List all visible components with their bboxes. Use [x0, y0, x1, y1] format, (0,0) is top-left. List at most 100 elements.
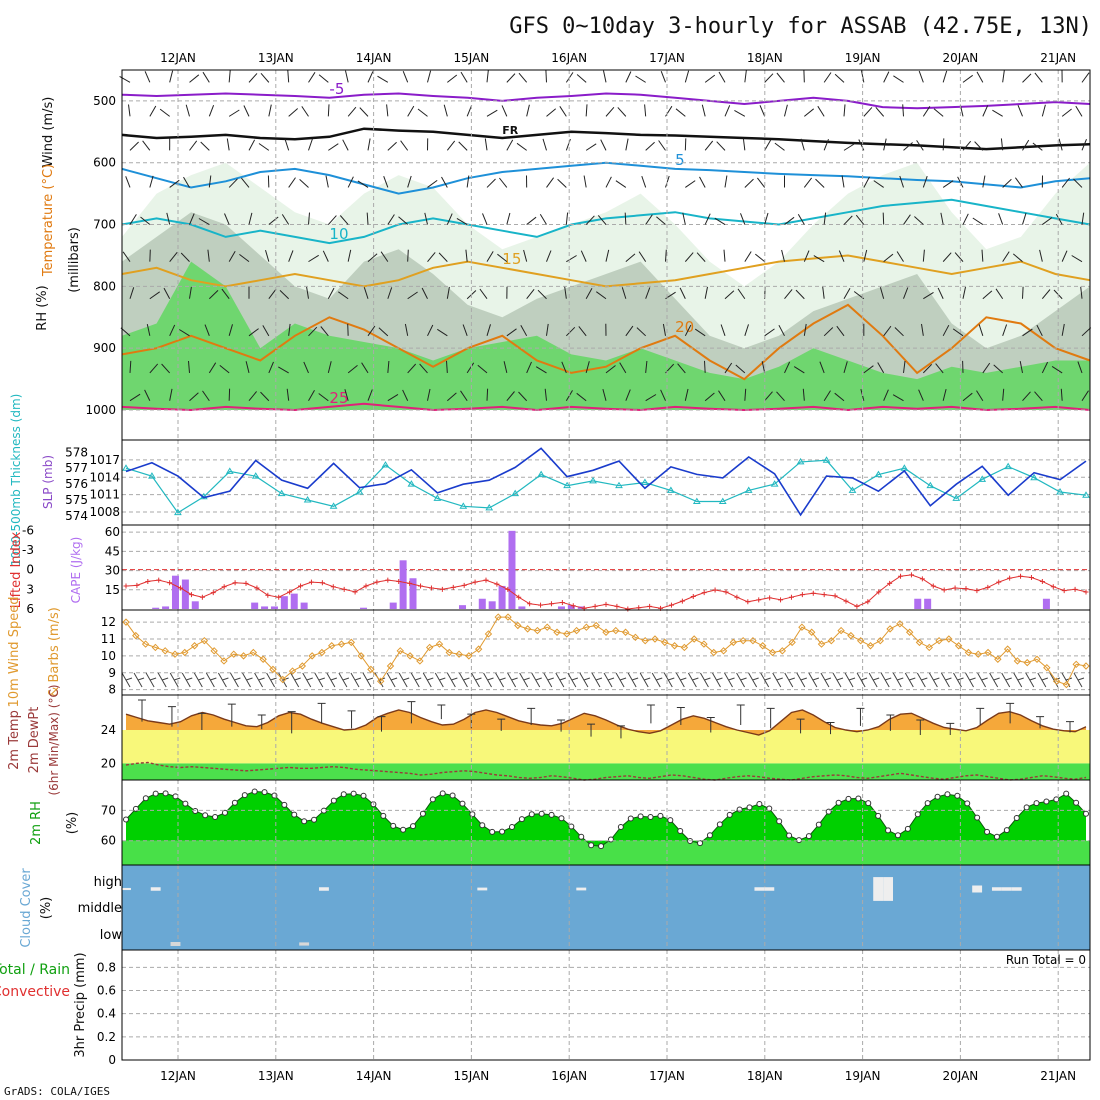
wind-barb	[1022, 328, 1033, 337]
cape-bar	[171, 575, 179, 609]
cape-bar	[914, 598, 922, 609]
wind-barb	[506, 73, 516, 83]
wind-barb	[129, 287, 135, 299]
wind-speed-point	[239, 652, 248, 660]
wind-barb	[962, 74, 973, 83]
rh-point	[162, 790, 169, 797]
wind-barb	[918, 389, 924, 401]
cape-bar	[290, 593, 298, 609]
rh-point	[795, 837, 802, 844]
wind-speed-point	[572, 626, 581, 635]
wind-barb	[1061, 177, 1070, 188]
wind-barb	[185, 104, 190, 117]
dewpoint-line	[125, 761, 1087, 781]
rh-point	[667, 817, 674, 824]
wind-barb	[516, 142, 527, 151]
wind-barb	[625, 253, 636, 263]
temperature-contour	[121, 198, 1091, 245]
wind-barb	[169, 251, 178, 262]
wind-speed-point	[837, 626, 845, 635]
y-axis-label-wind: Wind (m/s)	[41, 97, 56, 168]
cape-bar	[152, 607, 160, 609]
rh-point	[726, 811, 733, 818]
rh-point	[993, 833, 1000, 840]
thickness-point	[666, 486, 675, 493]
lifted-index-tick-label: 3	[26, 582, 34, 596]
wind-barb	[129, 141, 139, 151]
wind-barb	[559, 106, 567, 117]
wind-barb-10m	[892, 672, 904, 688]
wind-tick-label: 10	[101, 649, 116, 663]
wind-barb	[718, 390, 726, 401]
cloud-high-mark	[754, 887, 765, 891]
cape-tick-label: 30	[105, 564, 120, 578]
wind-speed-point	[896, 620, 904, 628]
lifted-index-point	[963, 586, 969, 592]
y-tick-label: 800	[93, 279, 116, 293]
wind-barb	[883, 325, 892, 337]
wind-barb	[1041, 361, 1049, 374]
wind-barb	[339, 215, 349, 225]
lifted-index-point	[603, 601, 609, 607]
wind-speed-point	[670, 642, 679, 650]
wind-barb-10m	[603, 672, 615, 688]
x-tick-label-bottom: 19JAN	[845, 1069, 881, 1083]
rh-point	[1043, 798, 1050, 805]
wind-barb	[248, 139, 256, 151]
wind-barb	[1022, 391, 1031, 402]
wind-barb	[367, 253, 378, 263]
lifted-index-point	[767, 595, 773, 601]
wind-barb	[583, 175, 587, 188]
wind-barb	[1061, 323, 1065, 336]
rh-point	[875, 812, 882, 819]
wind-barb	[308, 390, 315, 401]
wind-speed-point	[710, 648, 718, 657]
wind-barb	[380, 251, 389, 262]
wind-speed-point	[190, 642, 199, 650]
wind-barb	[262, 325, 270, 337]
wind-barb-10m	[796, 672, 807, 688]
wind-barb	[873, 180, 884, 188]
wind-barb	[933, 108, 944, 117]
rh-point	[459, 800, 466, 807]
wind-barb	[804, 108, 815, 117]
lifted-index-tick-label: 0	[26, 563, 34, 577]
cloud-level-label: low	[100, 928, 123, 943]
wind-barb	[838, 250, 845, 262]
wind-speed-point	[856, 636, 865, 645]
wind-barb	[383, 176, 389, 188]
wind-barb	[877, 362, 885, 374]
wind-barb	[624, 212, 627, 225]
wind-speed-point	[1062, 680, 1071, 689]
rh-point	[281, 801, 288, 808]
wind-barb	[387, 141, 397, 151]
cape-bar	[409, 578, 417, 609]
thickness-line	[125, 459, 1087, 514]
rh-point	[647, 814, 654, 821]
wind-barb	[922, 175, 928, 188]
wind-barb-10m	[266, 672, 277, 688]
wind-barb	[1022, 286, 1024, 299]
wind-barb-10m	[302, 672, 313, 688]
wind-barb	[675, 108, 686, 117]
wind-barb	[701, 104, 706, 117]
wind-barb-10m	[663, 672, 675, 688]
wind-barb	[407, 105, 415, 117]
wind-barb	[378, 327, 389, 337]
wind-barb-10m	[471, 672, 482, 688]
cape-bar	[280, 596, 288, 609]
y-tick-label: 700	[93, 218, 116, 232]
wind-barb	[566, 255, 577, 263]
wind-barb	[580, 250, 587, 262]
rh-point	[617, 824, 624, 831]
wind-barb-10m	[699, 672, 711, 688]
wind-barb	[456, 217, 468, 225]
temperature-band	[122, 730, 1090, 764]
lifted-index-point	[505, 586, 511, 592]
wind-barb	[1042, 217, 1053, 225]
wind-barb	[883, 138, 887, 151]
wind-barb	[208, 175, 212, 188]
lifted-index-point	[952, 585, 958, 591]
wind-speed-point	[994, 655, 1002, 663]
